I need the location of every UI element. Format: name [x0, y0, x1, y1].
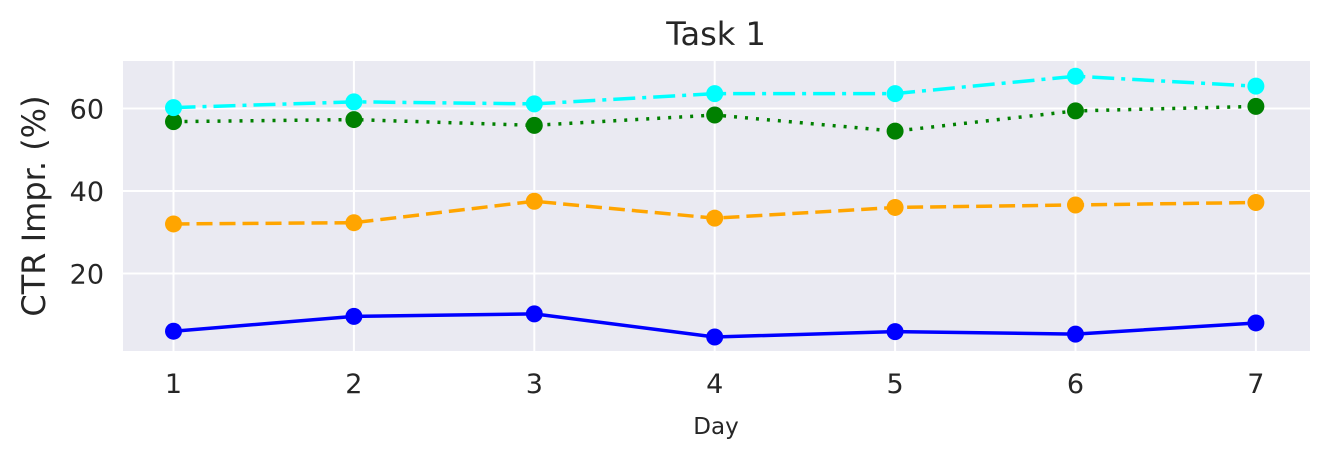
data-point — [706, 209, 724, 227]
data-point — [706, 328, 724, 346]
data-point — [345, 214, 363, 232]
data-point — [165, 215, 183, 233]
data-point — [1247, 314, 1265, 332]
x-tick-label: 3 — [526, 369, 543, 400]
data-point — [1066, 196, 1084, 214]
data-point — [345, 111, 363, 129]
x-tick-label: 4 — [706, 369, 723, 400]
data-point — [525, 95, 543, 113]
data-point — [165, 113, 183, 131]
y-tick-label: 20 — [70, 259, 104, 290]
data-point — [525, 116, 543, 134]
y-tick-label: 40 — [70, 177, 104, 208]
series-group — [165, 67, 1265, 346]
x-tick-label: 2 — [345, 369, 362, 400]
series-1 — [165, 305, 1265, 346]
data-point — [1247, 77, 1265, 95]
chart-title: Task 1 — [665, 15, 766, 53]
x-tick-label: 1 — [165, 369, 182, 400]
data-point — [1066, 325, 1084, 343]
x-tick-label: 5 — [886, 369, 903, 400]
data-point — [525, 305, 543, 323]
series-2 — [165, 192, 1265, 233]
data-point — [1066, 67, 1084, 85]
series-3 — [165, 97, 1265, 140]
y-axis-label: CTR Impr. (%) — [15, 95, 53, 316]
data-point — [165, 322, 183, 340]
data-point — [706, 85, 724, 103]
y-tick-label: 60 — [70, 94, 104, 125]
tick-labels: 1 2 3 4 5 6 7 20 40 60 — [70, 94, 1265, 400]
data-point — [886, 323, 904, 341]
data-point — [1247, 97, 1265, 115]
data-point — [706, 106, 724, 124]
data-point — [886, 85, 904, 103]
series-4 — [165, 67, 1265, 117]
x-tick-label: 6 — [1067, 369, 1084, 400]
data-point — [886, 198, 904, 216]
data-point — [345, 93, 363, 111]
x-tick-label: 7 — [1247, 369, 1264, 400]
data-point — [345, 307, 363, 325]
data-point — [165, 99, 183, 117]
data-point — [886, 122, 904, 140]
data-point — [525, 192, 543, 210]
data-point — [1066, 102, 1084, 120]
data-point — [1247, 193, 1265, 211]
x-axis-label: Day — [693, 414, 738, 440]
